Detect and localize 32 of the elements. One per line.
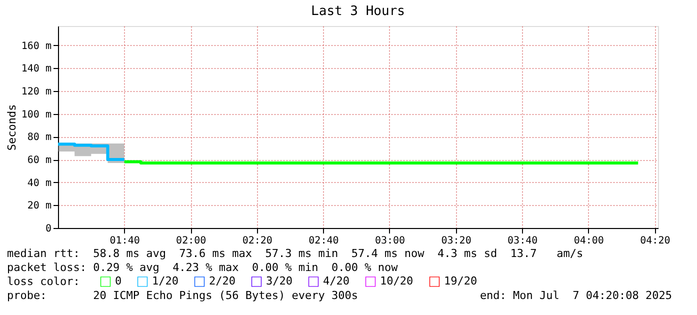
- legend-label: 2/20: [209, 274, 236, 288]
- y-axis-title: Seconds: [5, 104, 18, 151]
- legend-label: 1/20: [152, 274, 178, 288]
- y-tick-label: 140 m: [21, 64, 52, 75]
- y-tick-label: 20 m: [27, 200, 52, 212]
- y-tick-label: 60 m: [27, 155, 52, 166]
- text: packet loss: 0.29 % avg 4.23 % max 0.00 % min 0.00 % now: [7, 261, 398, 274]
- x-tick-label: 03:00: [374, 236, 406, 246]
- text: median rtt: 58.8 ms avg 73.6 ms max 57.3 ms min 57.4 ms now 4.3 ms sd 13.7 am/s: [7, 247, 584, 260]
- x-tick-label: 02:40: [308, 236, 339, 246]
- legend-title: loss color:: [7, 275, 80, 288]
- x-tick-label: 02:20: [242, 236, 272, 246]
- x-tick-label: 02:00: [176, 236, 206, 246]
- legend-label: 0: [115, 274, 122, 288]
- legend-label: 19/20: [444, 274, 478, 288]
- chart-title: Last 3 Hours: [311, 4, 405, 19]
- y-tick-label: 100 m: [21, 109, 52, 120]
- y-tick-label: 160 m: [21, 40, 52, 52]
- x-tick-label: 03:40: [508, 236, 538, 246]
- text: end: Mon Jul 7 04:20:08 2025: [480, 289, 672, 302]
- legend-label: 4/20: [323, 274, 350, 288]
- legend-label: 3/20: [266, 274, 292, 288]
- y-tick-label: 80 m: [27, 132, 52, 144]
- y-tick-label: 0: [45, 224, 52, 234]
- text: probe: 20 ICMP Echo Pings (56 Bytes) every 300s: [7, 289, 358, 302]
- x-tick-label: 04:20: [640, 236, 670, 246]
- y-tick-label: 40 m: [27, 178, 52, 189]
- x-tick-label: 04:00: [574, 236, 604, 246]
- y-tick-label: 120 m: [21, 86, 52, 98]
- x-tick-label: 03:20: [441, 236, 472, 246]
- legend-label: 10/20: [380, 274, 414, 288]
- x-tick-label: 01:40: [110, 236, 140, 246]
